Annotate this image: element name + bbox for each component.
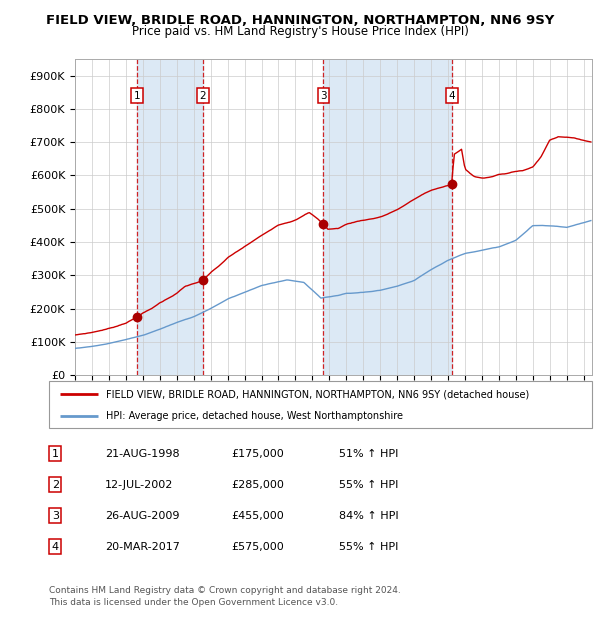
Text: 55% ↑ HPI: 55% ↑ HPI: [339, 480, 398, 490]
Text: 4: 4: [52, 542, 59, 552]
Text: HPI: Average price, detached house, West Northamptonshire: HPI: Average price, detached house, West…: [106, 411, 403, 421]
Text: 3: 3: [52, 511, 59, 521]
Text: FIELD VIEW, BRIDLE ROAD, HANNINGTON, NORTHAMPTON, NN6 9SY: FIELD VIEW, BRIDLE ROAD, HANNINGTON, NOR…: [46, 14, 554, 27]
Text: 2: 2: [199, 91, 206, 100]
Text: 4: 4: [448, 91, 455, 100]
Text: 55% ↑ HPI: 55% ↑ HPI: [339, 542, 398, 552]
Text: 21-AUG-1998: 21-AUG-1998: [105, 449, 179, 459]
Text: FIELD VIEW, BRIDLE ROAD, HANNINGTON, NORTHAMPTON, NN6 9SY (detached house): FIELD VIEW, BRIDLE ROAD, HANNINGTON, NOR…: [106, 389, 529, 399]
FancyBboxPatch shape: [49, 381, 592, 428]
Text: 3: 3: [320, 91, 327, 100]
Text: £575,000: £575,000: [231, 542, 284, 552]
Text: Price paid vs. HM Land Registry's House Price Index (HPI): Price paid vs. HM Land Registry's House …: [131, 25, 469, 38]
Bar: [137, 59, 203, 375]
Text: 84% ↑ HPI: 84% ↑ HPI: [339, 511, 398, 521]
Text: 20-MAR-2017: 20-MAR-2017: [105, 542, 180, 552]
Text: This data is licensed under the Open Government Licence v3.0.: This data is licensed under the Open Gov…: [49, 598, 338, 607]
Text: £175,000: £175,000: [231, 449, 284, 459]
Text: 2: 2: [52, 480, 59, 490]
Text: Contains HM Land Registry data © Crown copyright and database right 2024.: Contains HM Land Registry data © Crown c…: [49, 586, 401, 595]
Text: 1: 1: [133, 91, 140, 100]
Text: 51% ↑ HPI: 51% ↑ HPI: [339, 449, 398, 459]
Text: 26-AUG-2009: 26-AUG-2009: [105, 511, 179, 521]
Text: £285,000: £285,000: [231, 480, 284, 490]
Bar: [323, 59, 452, 375]
Text: £455,000: £455,000: [231, 511, 284, 521]
Text: 1: 1: [52, 449, 59, 459]
Text: 12-JUL-2002: 12-JUL-2002: [105, 480, 173, 490]
